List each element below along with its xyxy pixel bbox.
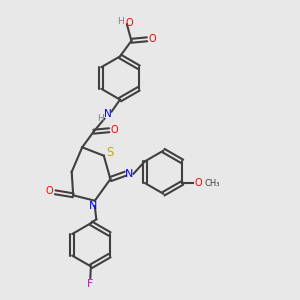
Text: N: N [89,201,98,211]
Text: CH₃: CH₃ [204,178,220,188]
Text: O: O [111,125,119,135]
Text: O: O [148,34,156,44]
Text: O: O [194,178,202,188]
Text: O: O [125,18,133,28]
Text: N: N [104,109,112,119]
Text: F: F [87,279,94,289]
Text: H: H [97,114,104,123]
Text: H: H [117,17,124,26]
Text: N: N [125,169,133,179]
Text: O: O [45,186,53,196]
Text: S: S [106,146,113,159]
